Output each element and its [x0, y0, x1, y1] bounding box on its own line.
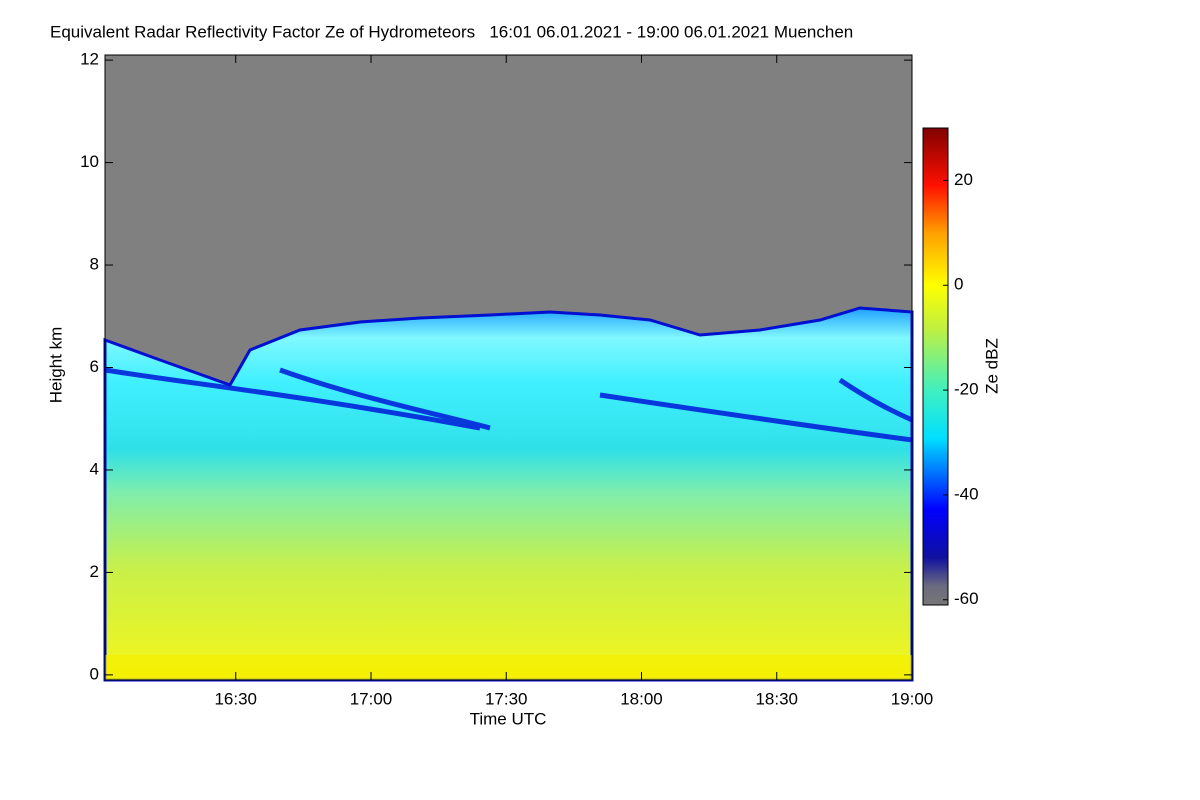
x-tick-label: 17:00	[350, 689, 393, 708]
colorbar-tick-label: 0	[954, 275, 963, 294]
y-tick-label: 12	[80, 50, 99, 69]
colorbar-label: Ze dBZ	[982, 338, 1001, 394]
colorbar-tick-label: 20	[954, 170, 973, 189]
y-tick-label: 8	[90, 255, 99, 274]
colorbar-tick-label: -20	[954, 380, 979, 399]
chart-title: Equivalent Radar Reflectivity Factor Ze …	[50, 22, 853, 41]
colorbar-tick-label: -40	[954, 484, 979, 503]
colorbar-tick-label: -60	[954, 589, 979, 608]
x-tick-label: 19:00	[891, 689, 934, 708]
y-tick-label: 2	[90, 562, 99, 581]
y-tick-label: 0	[90, 664, 99, 683]
y-axis-label: Height km	[46, 327, 65, 404]
x-tick-label: 17:30	[485, 689, 528, 708]
x-tick-label: 18:30	[755, 689, 798, 708]
near-ground-layer	[105, 655, 912, 680]
y-tick-label: 6	[90, 357, 99, 376]
y-tick-label: 10	[80, 152, 99, 171]
x-axis-label: Time UTC	[470, 709, 547, 728]
colorbar	[922, 127, 949, 606]
y-tick-label: 4	[90, 459, 99, 478]
low-reflectivity-streak	[104, 367, 914, 443]
x-tick-label: 16:30	[214, 689, 257, 708]
x-tick-label: 18:00	[620, 689, 663, 708]
